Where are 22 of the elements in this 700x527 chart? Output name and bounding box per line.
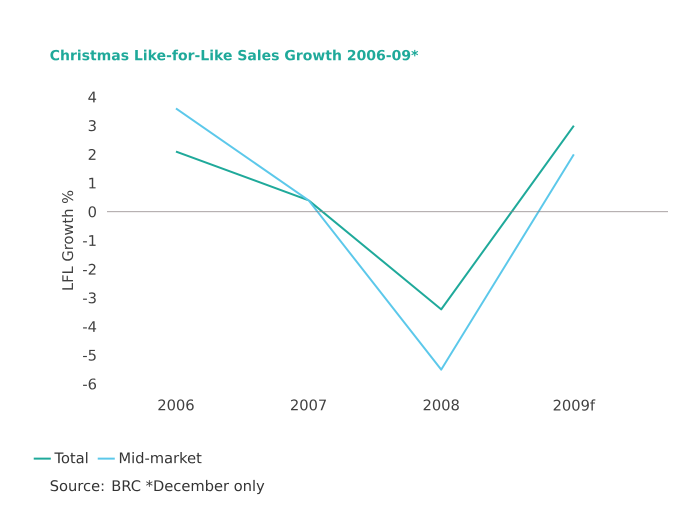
y-tick-label: 0: [88, 206, 96, 218]
source-note: Source: BRC *December only: [50, 480, 264, 494]
line-series: [174, 107, 575, 371]
y-axis-title: LFL Growth %: [62, 190, 74, 290]
line-series: [174, 124, 575, 310]
y-tick-label: 4: [88, 92, 96, 102]
y-tick-label: -6: [83, 378, 96, 390]
y-tick-label: 1: [89, 178, 96, 188]
chart-title: Christmas Like-for-Like Sales Growth 2006-09*: [50, 50, 418, 60]
y-tick-label: 3: [88, 120, 96, 132]
y-tick-label: -2: [83, 264, 96, 275]
x-tick-label: 2009f: [554, 399, 596, 411]
y-tick-label: 2: [88, 148, 96, 160]
legend-label: Total: [54, 452, 88, 464]
x-tick-label: 2006: [158, 399, 194, 410]
x-tick-label: 2008: [424, 399, 459, 410]
y-tick-label: -1: [83, 235, 96, 246]
legend-label: Mid-market: [120, 452, 202, 464]
x-tick-label: 2007: [290, 399, 326, 410]
y-tick-label: -4: [83, 321, 96, 332]
y-tick-label: -5: [83, 350, 96, 361]
y-tick-label: -3: [83, 292, 96, 304]
